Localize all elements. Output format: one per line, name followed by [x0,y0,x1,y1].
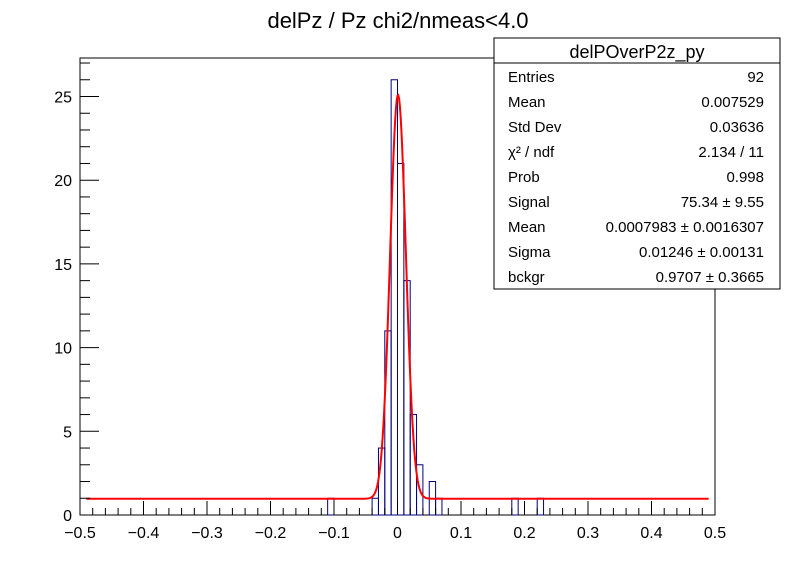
x-tick-label: −0.4 [128,525,160,542]
x-axis: −0.5 −0.4 −0.3 −0.2 −0.1 0 0.1 0.2 0.3 0.4 0.5 [64,501,726,542]
histogram-bin [397,162,405,516]
stats-row-value: 0.9707 ± 0.3665 [656,269,764,286]
histogram-bin [416,464,424,516]
stats-row-value: 0.03636 [710,119,764,136]
chart-title: delPz / Pz chi2/nmeas<4.0 [267,8,528,33]
x-tick-label: 0.5 [704,525,726,542]
stats-row-label: Sigma [508,244,551,261]
y-tick-label: 15 [54,257,72,274]
x-tick-label: −0.5 [64,525,96,542]
stats-row-value: 2.134 / 11 [698,144,764,161]
stats-row-value: 0.007529 [701,94,764,111]
x-tick-label: −0.1 [318,525,350,542]
stats-row-label: Prob [508,169,540,186]
x-tick-label: 0.2 [513,525,535,542]
histogram-bin [536,497,545,516]
stats-row-label: Mean [508,94,546,111]
stats-row-label: bckgr [508,269,545,286]
histogram-bin [511,497,519,516]
stats-row-label: χ² / ndf [508,144,555,161]
stats-row-label: Mean [508,219,546,236]
x-tick-label: 0.1 [450,525,472,542]
y-tick-label: 10 [54,341,72,358]
y-axis: 0 5 10 15 20 25 [54,62,99,525]
x-tick-label: 0 [393,525,402,542]
y-tick-label: 20 [54,173,72,190]
stats-box-title: delPOverP2z_py [569,42,704,63]
histogram-bin [371,497,379,516]
x-tick-label: 0.3 [577,525,599,542]
x-tick-label: 0.4 [640,525,662,542]
stats-row-label: Entries [508,69,555,86]
stats-box: delPOverP2z_py Entries 92 Mean 0.007529 Std … [493,37,781,290]
histogram-bin [327,497,335,516]
x-tick-label: −0.3 [191,525,223,542]
stats-row-value: 0.01246 ± 0.00131 [639,244,764,261]
stats-row-value: 92 [747,69,764,86]
stats-row-label: Signal [508,194,550,211]
y-tick-label: 5 [63,424,72,441]
y-tick-label: 0 [63,508,72,525]
stats-row-value: 0.0007983 ± 0.0016307 [606,219,764,236]
fit-curve [86,93,709,500]
stats-box-frame [493,37,781,290]
fit-curve-group [86,93,709,500]
x-tick-label: −0.2 [255,525,287,542]
stats-row-value: 0.998 [726,169,764,186]
histogram-bin [435,497,443,516]
stats-row-label: Std Dev [508,119,562,136]
stats-row-value: 75.34 ± 9.55 [681,194,764,211]
y-tick-label: 25 [54,90,72,107]
